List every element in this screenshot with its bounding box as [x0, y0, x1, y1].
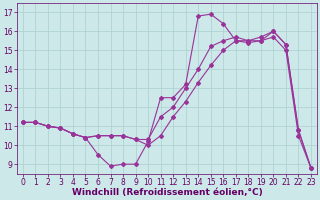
X-axis label: Windchill (Refroidissement éolien,°C): Windchill (Refroidissement éolien,°C) [72, 188, 262, 197]
